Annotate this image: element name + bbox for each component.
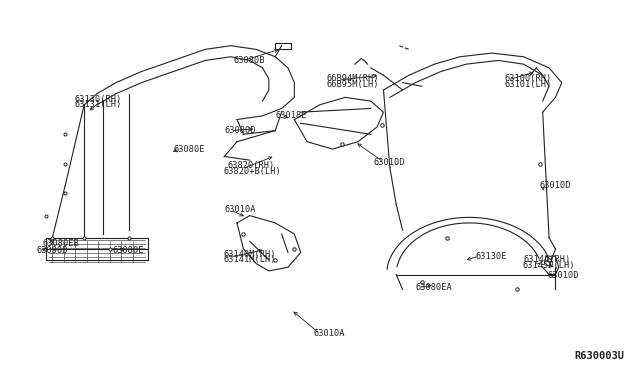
Text: 63820+B(LH): 63820+B(LH) [223, 167, 281, 176]
Text: 63080E: 63080E [113, 246, 145, 255]
Text: 63080E: 63080E [173, 145, 205, 154]
Text: 63080EB: 63080EB [43, 239, 79, 248]
Text: 63010D: 63010D [374, 157, 405, 167]
Text: 66B94M(RH): 66B94M(RH) [326, 74, 379, 83]
Text: 63080D: 63080D [224, 126, 256, 135]
Text: 63145P(LH): 63145P(LH) [522, 261, 575, 270]
Text: 63010D: 63010D [548, 271, 579, 280]
Text: 63010D: 63010D [540, 182, 571, 190]
Text: 63100(RH): 63100(RH) [504, 74, 552, 83]
Text: 63080EA: 63080EA [415, 283, 452, 292]
Text: 63018E: 63018E [275, 111, 307, 121]
Text: 63144(RH): 63144(RH) [524, 255, 571, 264]
Text: 63010A: 63010A [224, 205, 256, 215]
Text: 63010A: 63010A [314, 329, 345, 338]
Text: 63130(RH): 63130(RH) [75, 95, 122, 104]
FancyBboxPatch shape [275, 43, 291, 49]
Text: 63820(RH): 63820(RH) [227, 161, 275, 170]
Text: 63101(LH): 63101(LH) [504, 80, 552, 89]
Text: 63130E: 63130E [476, 251, 508, 261]
Text: 63131(LH): 63131(LH) [75, 100, 122, 109]
Text: R630003U: R630003U [575, 351, 625, 361]
Text: 63080B: 63080B [234, 56, 266, 65]
Text: 63141M(LH): 63141M(LH) [223, 255, 275, 264]
Text: 63140M(RH): 63140M(RH) [223, 250, 275, 259]
Text: 66B95M(LH): 66B95M(LH) [326, 80, 379, 89]
Text: 63090D: 63090D [36, 246, 68, 255]
